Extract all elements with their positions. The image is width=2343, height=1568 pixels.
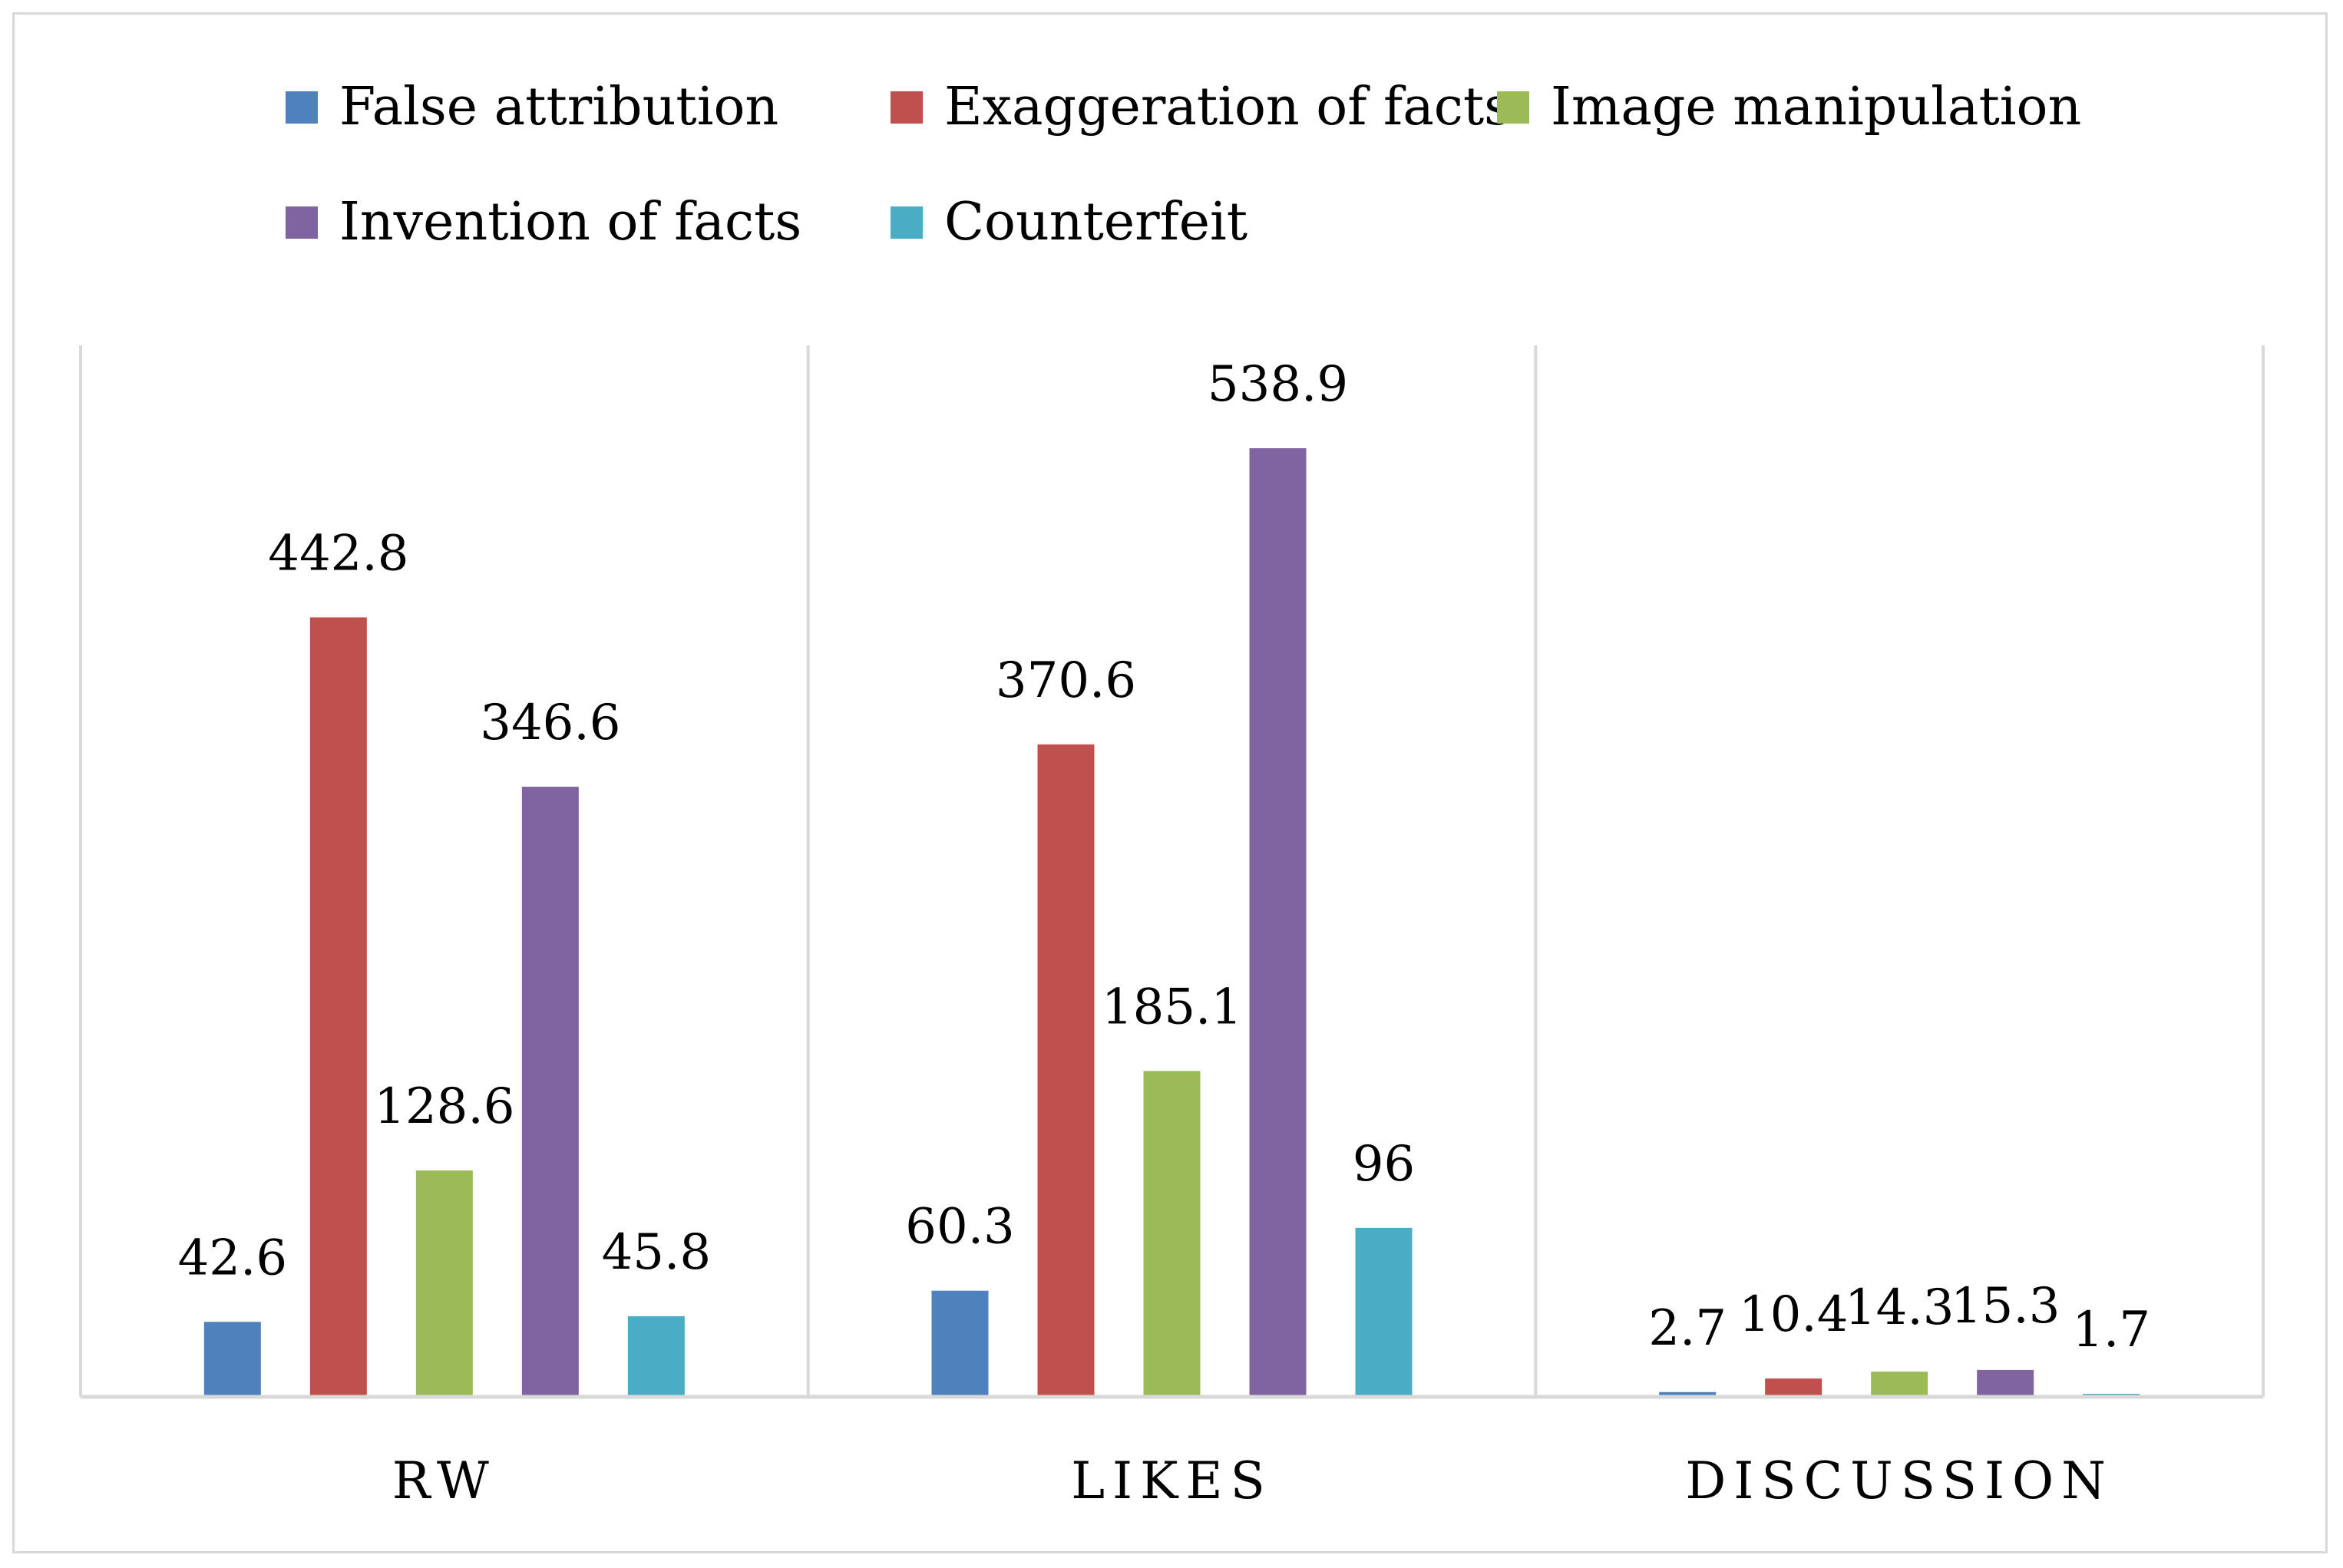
- legend-label-false-attribution: False attribution: [339, 77, 779, 137]
- legend-item-false-attribution: False attribution: [286, 77, 778, 138]
- bar-discussion-exaggeration-of-facts: [1765, 1378, 1823, 1397]
- legend-label-image-manipulation: Image manipulation: [1551, 77, 2082, 137]
- bar-discussion-invention-of-facts: [1977, 1369, 2034, 1397]
- bar-rw-false-attribution: [203, 1322, 261, 1397]
- bar-label-rw-image-manipulation: 128.6: [374, 1078, 514, 1135]
- legend-label-counterfeit: Counterfeit: [944, 192, 1248, 253]
- bar-label-rw-false-attribution: 42.6: [178, 1230, 288, 1286]
- bar-rw-counterfeit: [627, 1315, 685, 1397]
- bar-label-rw-exaggeration-of-facts: 442.8: [268, 525, 408, 582]
- bar-label-rw-counterfeit: 45.8: [602, 1224, 712, 1281]
- bar-label-discussion-exaggeration-of-facts: 10.4: [1739, 1286, 1849, 1343]
- bar-label-discussion-false-attribution: 2.7: [1648, 1300, 1727, 1357]
- legend-swatch-counterfeit: [891, 206, 923, 239]
- bar-discussion-image-manipulation: [1871, 1372, 1928, 1397]
- legend-swatch-false-attribution: [286, 91, 318, 124]
- bar-rw-invention-of-facts: [521, 787, 579, 1397]
- bar-label-discussion-counterfeit: 1.7: [2072, 1302, 2150, 1358]
- bar-rw-image-manipulation: [415, 1170, 473, 1397]
- bar-rw-exaggeration-of-facts: [309, 617, 367, 1397]
- bar-label-discussion-invention-of-facts: 15.3: [1951, 1278, 2060, 1335]
- legend-item-invention-of-facts: Invention of facts: [286, 192, 801, 253]
- legend-item-image-manipulation: Image manipulation: [1497, 77, 2081, 138]
- legend-swatch-exaggeration-of-facts: [891, 91, 923, 124]
- bar-likes-counterfeit: [1355, 1227, 1413, 1397]
- legend-item-counterfeit: Counterfeit: [891, 192, 1248, 253]
- legend-label-exaggeration-of-facts: Exaggeration of facts: [944, 77, 1512, 137]
- bar-discussion-false-attribution: [1659, 1391, 1717, 1397]
- bar-likes-exaggeration-of-facts: [1037, 744, 1095, 1397]
- bar-label-likes-counterfeit: 96: [1353, 1136, 1415, 1193]
- bar-label-rw-invention-of-facts: 346.6: [480, 695, 620, 751]
- legend-item-exaggeration-of-facts: Exaggeration of facts: [891, 77, 1511, 138]
- category-label-likes: LIKES: [1071, 1451, 1273, 1510]
- bar-label-likes-image-manipulation: 185.1: [1102, 979, 1242, 1035]
- legend-swatch-image-manipulation: [1497, 91, 1529, 124]
- bar-likes-image-manipulation: [1143, 1071, 1201, 1397]
- bar-likes-invention-of-facts: [1249, 448, 1307, 1397]
- legend-swatch-invention-of-facts: [286, 206, 318, 239]
- category-label-discussion: DISCUSSION: [1685, 1451, 2113, 1510]
- legend-label-invention-of-facts: Invention of facts: [339, 192, 802, 253]
- bar-label-likes-invention-of-facts: 538.9: [1208, 356, 1348, 413]
- category-label-rw: RW: [392, 1451, 497, 1510]
- bar-label-likes-exaggeration-of-facts: 370.6: [996, 652, 1136, 709]
- legend: False attribution Exaggeration of facts …: [0, 0, 2343, 307]
- bar-label-discussion-image-manipulation: 14.3: [1845, 1279, 1955, 1336]
- bar-label-likes-false-attribution: 60.3: [905, 1199, 1015, 1256]
- bar-likes-false-attribution: [931, 1290, 989, 1397]
